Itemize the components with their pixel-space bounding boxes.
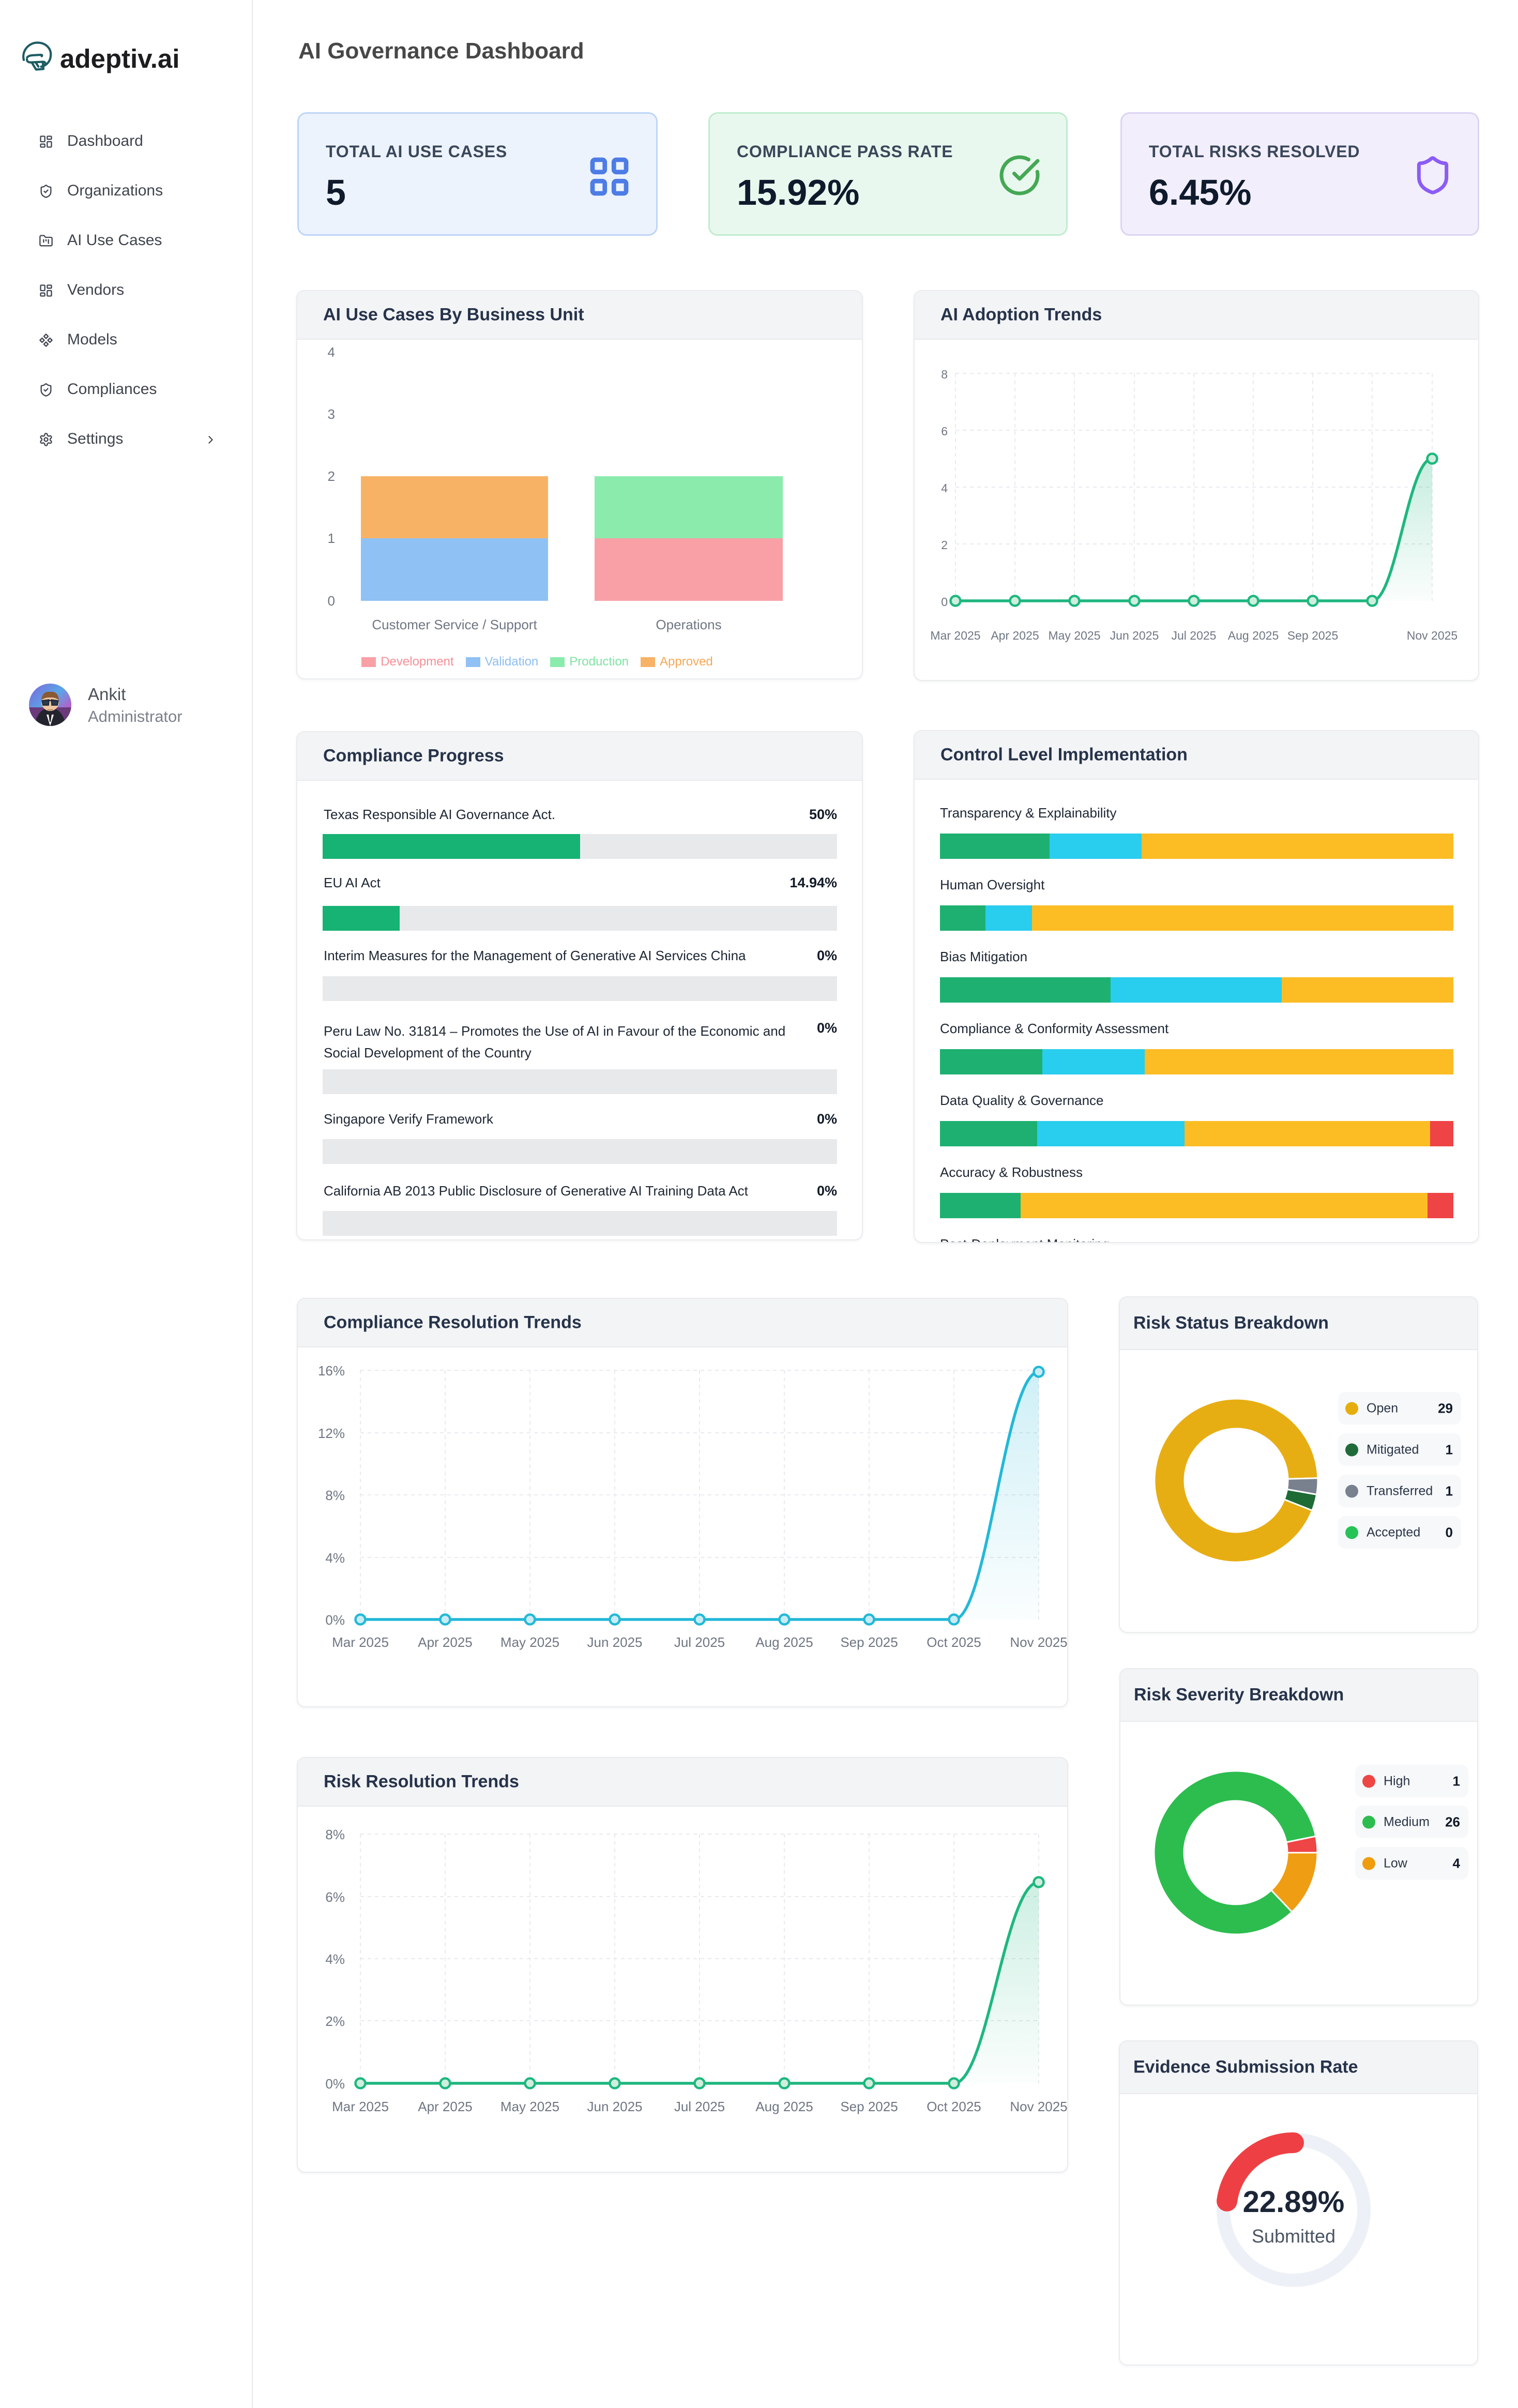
svg-text:8%: 8% [325,1827,345,1842]
svg-text:Nov 2025: Nov 2025 [1407,629,1458,642]
svg-text:22.89%: 22.89% [1243,2185,1345,2219]
svg-text:Nov 2025: Nov 2025 [1010,2099,1067,2114]
svg-text:6: 6 [941,425,948,438]
svg-text:Aug 2025: Aug 2025 [1228,629,1279,642]
svg-text:Mar 2025: Mar 2025 [332,2099,389,2114]
svg-text:2: 2 [941,538,948,552]
svg-text:Jul 2025: Jul 2025 [674,1634,725,1650]
svg-text:Aug 2025: Aug 2025 [755,1634,813,1650]
svg-text:2%: 2% [325,2013,345,2029]
svg-text:0%: 0% [325,1612,345,1628]
svg-text:Aug 2025: Aug 2025 [755,2099,813,2114]
svg-text:Oct 2025: Oct 2025 [927,2099,981,2114]
svg-text:Jun 2025: Jun 2025 [1110,629,1159,642]
svg-text:Jul 2025: Jul 2025 [1172,629,1217,642]
svg-text:4: 4 [941,481,948,495]
svg-text:Apr 2025: Apr 2025 [418,1634,473,1650]
svg-text:Mar 2025: Mar 2025 [930,629,980,642]
svg-text:12%: 12% [318,1426,345,1441]
svg-text:May 2025: May 2025 [500,2099,559,2114]
svg-text:8%: 8% [325,1488,345,1503]
svg-text:Mar 2025: Mar 2025 [332,1634,389,1650]
svg-text:Submitted: Submitted [1252,2225,1335,2247]
svg-text:0%: 0% [325,2076,345,2092]
svg-text:May 2025: May 2025 [1048,629,1100,642]
svg-text:Nov 2025: Nov 2025 [1010,1634,1067,1650]
svg-text:6%: 6% [325,1889,345,1905]
svg-text:4%: 4% [325,1951,345,1967]
svg-text:Sep 2025: Sep 2025 [1287,629,1338,642]
svg-text:Apr 2025: Apr 2025 [418,2099,473,2114]
svg-text:Sep 2025: Sep 2025 [840,1634,898,1650]
svg-text:Jun 2025: Jun 2025 [587,2099,643,2114]
svg-text:8: 8 [941,368,948,381]
svg-text:May 2025: May 2025 [500,1634,559,1650]
svg-text:Jun 2025: Jun 2025 [587,1634,643,1650]
svg-text:16%: 16% [318,1363,345,1379]
svg-text:Sep 2025: Sep 2025 [840,2099,898,2114]
svg-text:0: 0 [941,595,948,609]
svg-text:Apr 2025: Apr 2025 [991,629,1039,642]
svg-text:Jul 2025: Jul 2025 [674,2099,725,2114]
svg-text:4%: 4% [325,1550,345,1566]
svg-text:Oct 2025: Oct 2025 [927,1634,981,1650]
